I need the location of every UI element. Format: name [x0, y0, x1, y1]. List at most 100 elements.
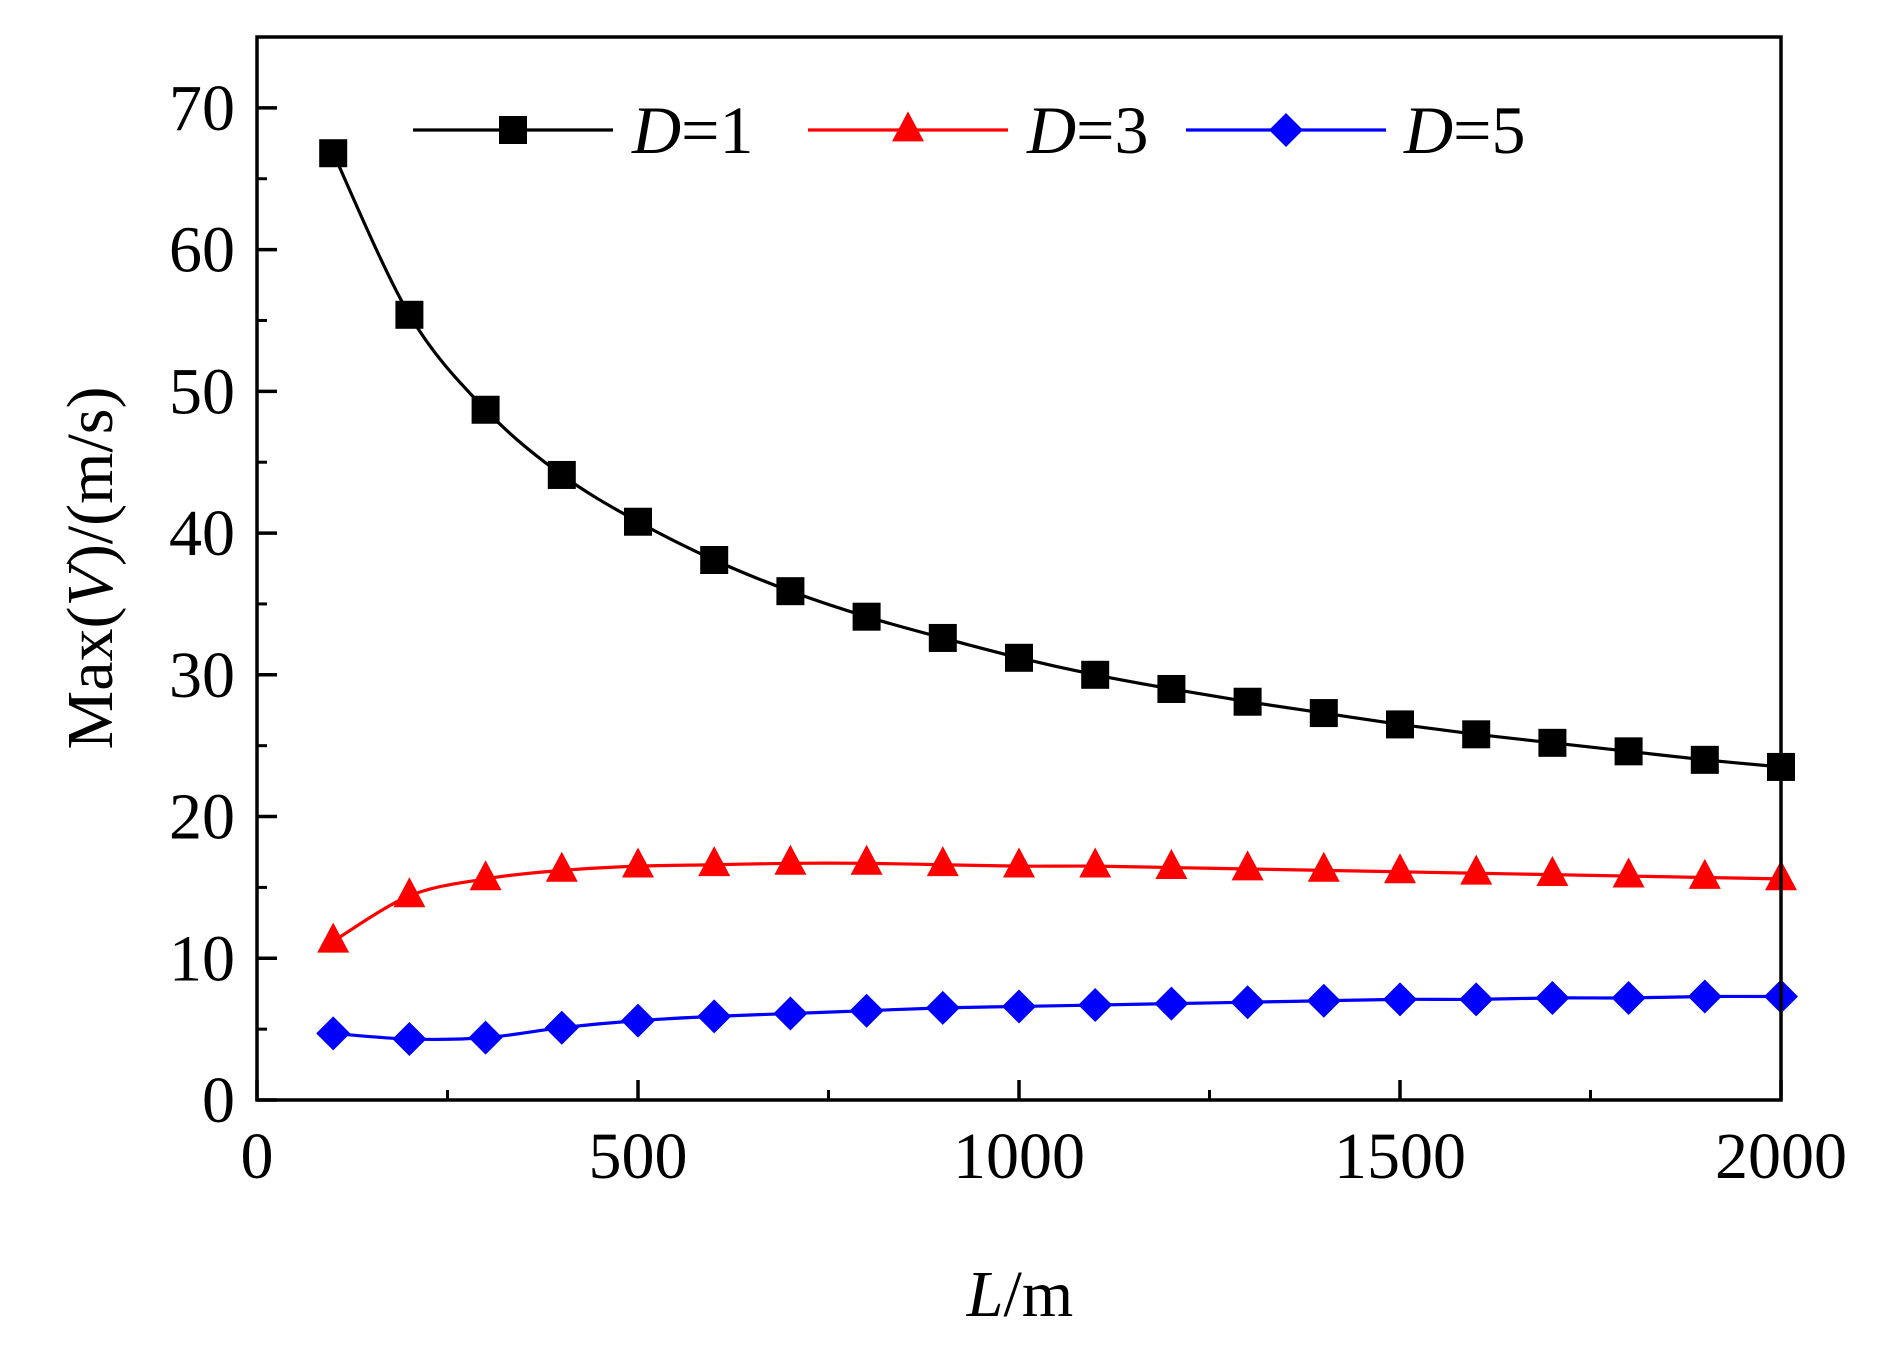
data-point: [317, 922, 350, 953]
y-tick-label: 30: [169, 639, 235, 712]
data-point: [469, 860, 502, 891]
data-point: [1154, 986, 1189, 1021]
data-point: [544, 1010, 579, 1045]
data-point: [1386, 710, 1414, 739]
data-point: [1611, 980, 1646, 1015]
data-point: [852, 602, 881, 631]
data-point: [698, 846, 731, 877]
data-point: [624, 507, 652, 536]
x-axis-title: L/m: [966, 1258, 1073, 1331]
data-point: [1538, 728, 1567, 757]
legend-marker: [1269, 113, 1303, 147]
data-point: [850, 844, 883, 875]
y-tick-label: 10: [169, 922, 235, 995]
data-point: [1003, 847, 1035, 878]
y-tick-label: 50: [169, 355, 235, 428]
data-point: [1081, 660, 1110, 689]
y-tick-labels: 0 10 20 30 40 50 60 70: [169, 72, 235, 1137]
data-point: [1233, 687, 1262, 716]
series-line: [331, 152, 1782, 769]
data-point: [1157, 674, 1186, 703]
data-point: [319, 139, 348, 168]
data-point: [1614, 737, 1643, 766]
y-tick-label: 20: [169, 781, 235, 854]
data-point: [1687, 979, 1722, 1014]
data-point: [395, 300, 424, 329]
series-layer: [316, 139, 1798, 1057]
data-point: [1078, 988, 1113, 1023]
data-point: [774, 844, 807, 875]
data-point: [1079, 847, 1112, 878]
legend-marker: [499, 116, 527, 144]
y-tick-label: 70: [169, 72, 235, 145]
data-point: [1460, 854, 1493, 885]
data-point: [468, 1020, 503, 1055]
legend-entry-triangle: D=3: [808, 92, 1148, 168]
data-point: [1307, 851, 1340, 882]
data-point: [471, 395, 500, 424]
legend: D=1 D=3 D=5: [413, 92, 1525, 168]
legend-entry-diamond: D=5: [1186, 92, 1525, 168]
series-2-diamond: [316, 979, 1798, 1057]
data-point: [392, 1022, 427, 1057]
y-axis-title: Max(V)/(m/s): [54, 387, 127, 750]
data-point: [926, 846, 959, 877]
data-point: [1612, 857, 1645, 888]
legend-eq: =3: [1076, 92, 1148, 168]
legend-label: D=3: [1026, 92, 1148, 168]
y-axis-var: V: [54, 560, 127, 607]
y-axis-prefix: Max(: [54, 607, 127, 750]
data-point: [1690, 745, 1719, 774]
series-1-triangle: [317, 844, 1797, 953]
data-point: [1005, 643, 1033, 672]
data-point: [1536, 856, 1569, 887]
legend-var: D: [1026, 92, 1076, 168]
x-tick-label: 1500: [1334, 1120, 1466, 1193]
x-tick-label: 2000: [1715, 1120, 1847, 1193]
data-point: [1230, 985, 1265, 1020]
data-point: [697, 999, 732, 1034]
plot-frame: [255, 35, 1783, 1102]
x-tick-label: 0: [241, 1120, 274, 1193]
data-point: [1309, 699, 1338, 728]
y-axis-suffix: )/(m/s): [54, 387, 127, 567]
data-point: [1306, 983, 1341, 1018]
x-tick-label: 500: [589, 1120, 688, 1193]
x-tick-label: 1000: [953, 1120, 1085, 1193]
legend-eq: =5: [1453, 92, 1525, 168]
data-point: [773, 996, 808, 1031]
y-tick-label: 0: [202, 1064, 235, 1137]
legend-eq: =1: [681, 92, 753, 168]
y-tick-label: 60: [169, 214, 235, 287]
data-point: [316, 1016, 351, 1051]
legend-var: D: [631, 92, 681, 168]
series-0-square: [319, 139, 1795, 781]
data-point: [1688, 858, 1721, 889]
data-point: [393, 877, 426, 908]
data-point: [700, 545, 729, 574]
legend-label: D=1: [631, 92, 753, 168]
data-point: [621, 1003, 655, 1038]
data-point: [1459, 982, 1494, 1017]
minor-ticks: [257, 177, 1592, 1100]
x-axis-unit: /m: [1004, 1258, 1074, 1331]
data-point: [1383, 982, 1417, 1017]
y-tick-label: 40: [169, 497, 235, 570]
data-point: [1462, 720, 1491, 749]
legend-entry-square: D=1: [413, 92, 753, 168]
data-point: [1384, 853, 1416, 884]
data-point: [1535, 980, 1570, 1015]
data-point: [1155, 848, 1188, 879]
data-point: [545, 851, 578, 882]
legend-label: D=5: [1403, 92, 1525, 168]
x-axis-var: L: [966, 1258, 1004, 1331]
major-ticks: [255, 106, 1783, 1102]
data-point: [928, 623, 957, 652]
data-point: [547, 460, 576, 489]
data-point: [622, 847, 654, 878]
legend-marker: [892, 111, 924, 142]
data-point: [1231, 850, 1264, 881]
data-point: [925, 990, 960, 1025]
data-point: [849, 993, 884, 1028]
